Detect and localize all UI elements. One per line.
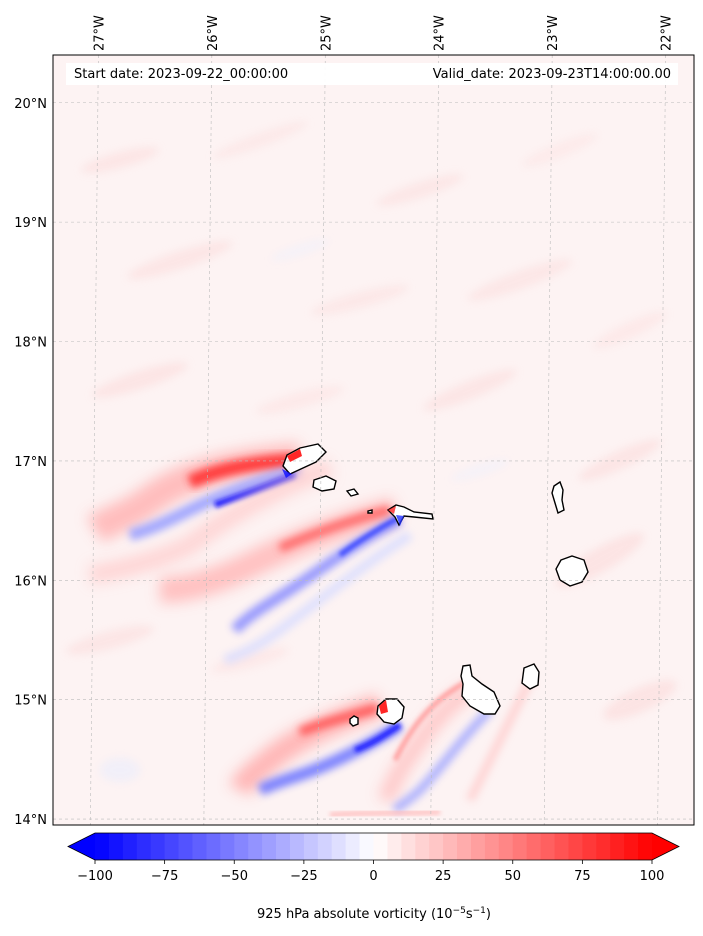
colorbar-extend-min xyxy=(68,833,95,860)
northern-island-wake xyxy=(86,443,334,584)
colorbar-level xyxy=(136,833,152,860)
colorbar-level xyxy=(234,833,249,860)
southern-island-wakes xyxy=(229,677,534,818)
colorbar-tick-label: 0 xyxy=(369,869,377,884)
longitude-tick-label: 22°W xyxy=(660,15,675,51)
colorbar-level xyxy=(470,833,486,860)
colorbar-tick-label: 75 xyxy=(574,869,591,884)
colorbar-level xyxy=(122,833,138,860)
island-sao-vicente xyxy=(312,475,337,492)
longitude-tick-labels: 27°W 26°W 25°W 24°W 23°W 22°W xyxy=(92,15,674,51)
colorbar-level xyxy=(276,833,291,860)
colorbar-tick-labels: −100 −75 −50 −25 0 25 50 75 100 xyxy=(77,860,664,884)
longitude-gridline xyxy=(90,55,99,825)
longitude-gridline xyxy=(543,55,553,825)
latitude-tick-label: 14°N xyxy=(14,813,47,828)
colorbar-level xyxy=(373,833,388,860)
colorbar-level xyxy=(568,833,583,860)
colorbar-level xyxy=(638,833,653,860)
colorbar-tick-label: 100 xyxy=(640,869,665,884)
colorbar-level xyxy=(108,833,124,860)
colorbar-tick-label: 25 xyxy=(435,869,452,884)
colorbar-level xyxy=(331,833,347,860)
colorbar-level xyxy=(457,833,472,860)
colorbar-level xyxy=(150,833,166,860)
colorbar-tick-label: −100 xyxy=(77,869,113,884)
longitude-gridline xyxy=(657,55,666,825)
island-brava xyxy=(349,715,359,727)
colorbar-level xyxy=(443,833,458,860)
longitude-gridline xyxy=(430,55,440,825)
colorbar-level xyxy=(498,833,514,860)
map-panel xyxy=(53,55,694,825)
colorbar-level xyxy=(95,833,110,860)
colorbar-level xyxy=(596,833,611,860)
map-frame xyxy=(52,54,695,826)
longitude-tick-label: 24°W xyxy=(433,15,448,51)
colorbar-level xyxy=(248,833,263,860)
longitude-tick-label: 25°W xyxy=(319,15,334,51)
colorbar-level xyxy=(512,833,528,860)
colorbar-level xyxy=(220,833,235,860)
colorbar-level xyxy=(401,833,416,860)
colorbar-level xyxy=(415,833,430,860)
longitude-gridline xyxy=(316,55,326,825)
colorbar-extend-max xyxy=(652,833,679,860)
colorbar-level xyxy=(387,833,402,860)
island-sal xyxy=(551,480,565,514)
colorbar-level xyxy=(610,833,625,860)
colorbar-level xyxy=(359,833,374,860)
island-maio xyxy=(521,663,540,690)
island-coastlines xyxy=(282,443,589,727)
colorbar-tick-label: 50 xyxy=(504,869,521,884)
colorbar-level xyxy=(192,833,207,860)
colorbar-level xyxy=(624,833,639,860)
start-date-label: Start date: 2023-09-22_00:00:00 xyxy=(74,67,288,82)
colorbar-level xyxy=(317,833,333,860)
island-santo-antao xyxy=(282,443,327,475)
island-edge-extremes xyxy=(282,449,404,714)
longitude-gridline xyxy=(203,55,213,825)
colorbar-level xyxy=(206,833,221,860)
latitude-tick-label: 18°N xyxy=(14,336,47,351)
longitude-tick-label: 23°W xyxy=(546,15,561,51)
colorbar-level xyxy=(303,833,319,860)
latitude-tick-label: 20°N xyxy=(14,97,47,112)
colorbar-tick-label: −50 xyxy=(221,869,248,884)
island-santa-luzia xyxy=(345,488,360,497)
latitude-tick-label: 17°N xyxy=(14,455,47,470)
longitude-tick-label: 27°W xyxy=(92,15,107,51)
colorbar-level xyxy=(554,833,569,860)
colorbar-level xyxy=(429,833,444,860)
valid-date-label: Valid_date: 2023-09-23T14:00:00.00 xyxy=(433,67,671,82)
longitude-tick-label: 26°W xyxy=(206,15,221,51)
latitude-tick-label: 19°N xyxy=(14,216,47,231)
central-island-wake xyxy=(159,497,413,665)
latitude-tick-label: 15°N xyxy=(14,694,47,709)
map-gridlines xyxy=(53,55,694,825)
colorbar-level xyxy=(540,833,556,860)
colorbar-level xyxy=(526,833,542,860)
colorbar-level xyxy=(345,833,361,860)
island-boa-vista xyxy=(555,555,589,587)
colorbar-level xyxy=(484,833,500,860)
colorbar xyxy=(67,832,680,861)
latitude-tick-labels: 20°N 19°N 18°N 17°N 16°N 15°N 14°N xyxy=(14,97,47,828)
island-raso xyxy=(367,509,373,514)
colorbar-level xyxy=(164,833,180,860)
colorbar-level xyxy=(262,833,277,860)
colorbar-tick-label: −75 xyxy=(151,869,178,884)
island-santiago xyxy=(460,664,501,715)
colorbar-title: 925 hPa absolute vorticity (10−5s−1) xyxy=(257,906,491,922)
colorbar-level xyxy=(582,833,597,860)
colorbar-level xyxy=(178,833,193,860)
date-info-bar xyxy=(66,63,678,85)
colorbar-tick-label: −25 xyxy=(290,869,317,884)
colorbar-level xyxy=(289,833,305,860)
latitude-tick-label: 16°N xyxy=(14,574,47,589)
